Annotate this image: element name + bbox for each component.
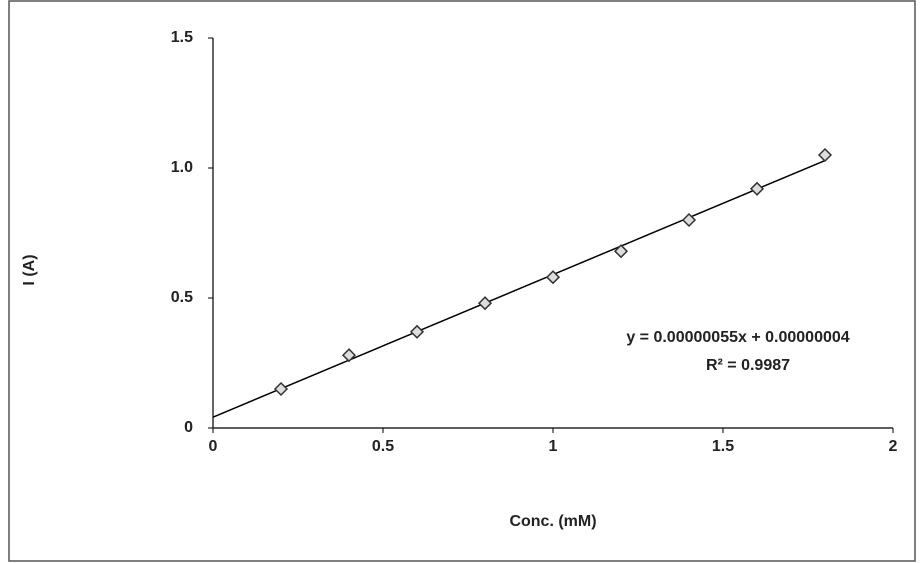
x-axis-title: Conc. (mM) bbox=[509, 513, 596, 530]
data-point bbox=[273, 381, 289, 397]
data-point bbox=[341, 348, 357, 363]
y-tick-label: 0.5 bbox=[171, 289, 193, 306]
y-tick-label: 0 bbox=[184, 419, 193, 436]
data-point bbox=[681, 212, 697, 228]
data-point bbox=[817, 147, 833, 163]
equation: y = 0.00000055x + 0.00000004 bbox=[626, 329, 849, 346]
y-tick-label: 1.5 bbox=[171, 29, 193, 46]
trendline bbox=[212, 159, 826, 418]
data-point bbox=[409, 324, 425, 339]
data-point bbox=[749, 181, 765, 196]
y-tick-label: 1.0 bbox=[171, 159, 193, 176]
x-tick-label: 1 bbox=[549, 438, 558, 455]
x-tick-label: 2 bbox=[889, 438, 898, 455]
chart-border bbox=[8, 0, 916, 562]
x-tick-label: 0.5 bbox=[372, 438, 394, 455]
y-axis-title: I (A) bbox=[21, 254, 38, 285]
x-tick-label: 0 bbox=[209, 438, 218, 455]
data-point bbox=[613, 244, 629, 259]
data-point bbox=[477, 296, 493, 311]
data-point bbox=[545, 270, 561, 285]
x-tick-label: 1.5 bbox=[712, 438, 734, 455]
r-squared: R² = 0.9987 bbox=[706, 357, 790, 374]
